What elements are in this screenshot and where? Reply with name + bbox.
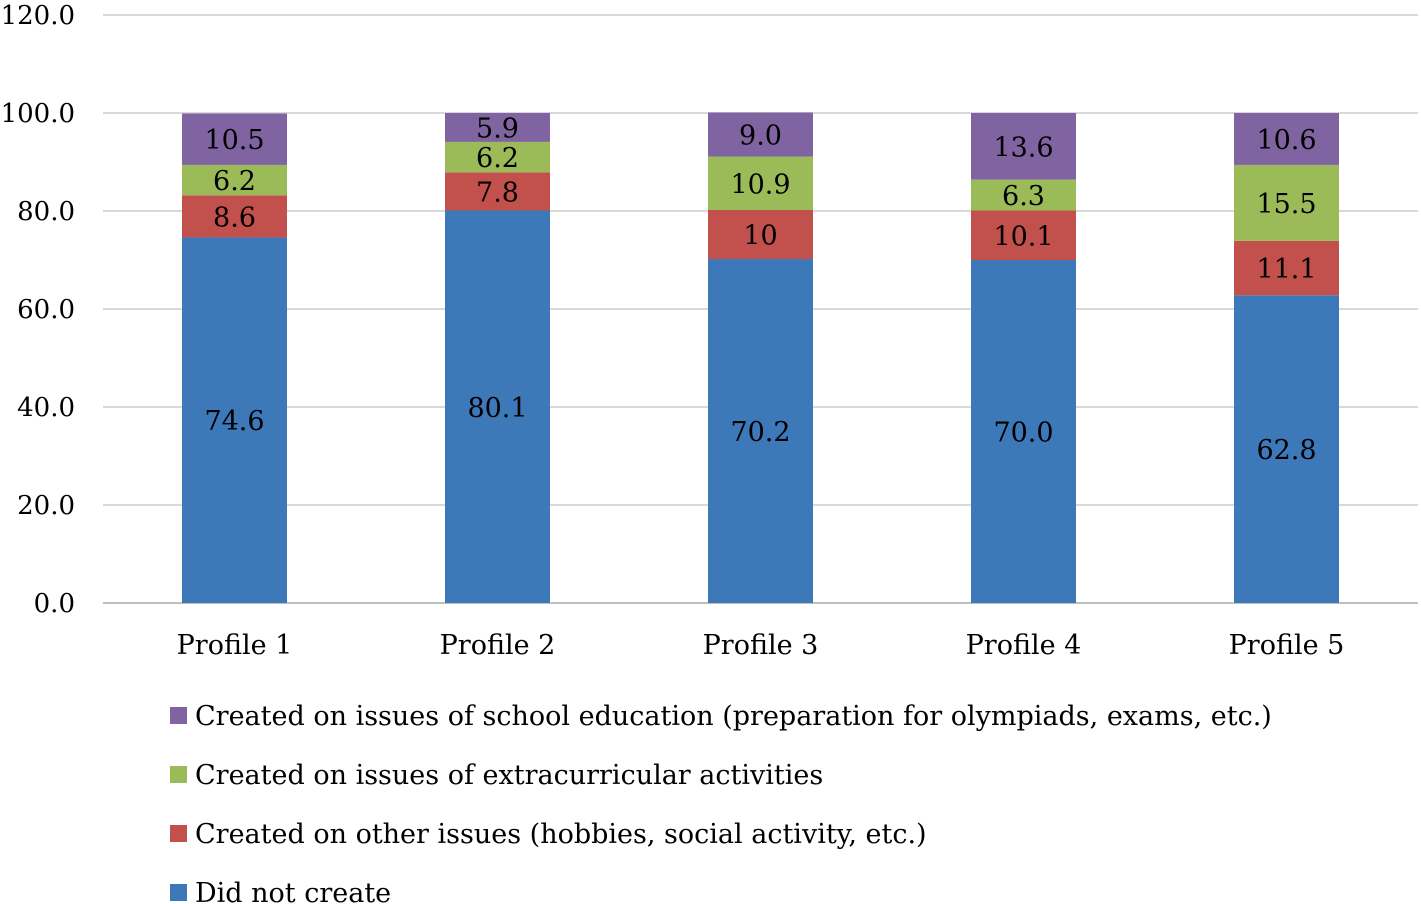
x-axis: Profile 1 Profile 2 Profile 3 Profile 4 Prof… — [177, 630, 1345, 661]
legend-entry: Created on issues of extracurricular act… — [195, 760, 823, 791]
bar-segment-profile-1-created-on-other-issues-hobbie — [182, 195, 287, 238]
bar-segment-profile-2-did-not-create — [445, 210, 550, 603]
data-label: 62.8 — [1256, 435, 1316, 466]
bar-segment-profile-2-created-on-issues-of-school-ed — [445, 113, 550, 142]
data-label: 9.0 — [739, 121, 782, 152]
data-label: 10.5 — [204, 125, 264, 156]
bar-segment-profile-1-created-on-issues-of-school-ed — [182, 113, 287, 165]
data-label: 74.6 — [204, 406, 264, 437]
bar-segment-profile-4-created-on-issues-of-school-ed — [971, 113, 1076, 180]
x-tick-label: Profile 1 — [177, 630, 293, 661]
bars — [182, 112, 1339, 603]
bar-segment-profile-5-created-on-issues-of-extracurr — [1234, 164, 1339, 241]
bar-segment-profile-1-did-not-create — [182, 237, 287, 603]
bar-segment-profile-3-created-on-other-issues-hobbie — [708, 210, 813, 260]
legend-entry: Created on other issues (hobbies, social… — [195, 819, 927, 850]
data-label: 70.0 — [993, 418, 1053, 449]
bar-segment-profile-5-did-not-create — [1234, 295, 1339, 603]
data-labels: 74.68.66.210.580.17.86.25.970.21010.99.0… — [204, 113, 1316, 466]
y-tick-label: 80.0 — [17, 197, 75, 227]
data-label: 13.6 — [993, 132, 1053, 163]
x-tick-label: Profile 5 — [1229, 630, 1345, 661]
legend-swatch — [170, 825, 187, 842]
bar-segment-profile-3-created-on-issues-of-school-ed — [708, 112, 813, 157]
data-label: 80.1 — [467, 393, 527, 424]
y-tick-label: 20.0 — [17, 491, 75, 521]
data-label: 6.2 — [476, 143, 519, 174]
data-label: 70.2 — [730, 417, 790, 448]
bar-segment-profile-3-created-on-issues-of-extracurr — [708, 156, 813, 211]
data-label: 10.9 — [730, 169, 790, 200]
y-tick-label: 100.0 — [1, 99, 75, 129]
data-label: 5.9 — [476, 113, 519, 144]
data-label: 10.6 — [1256, 125, 1316, 156]
bar-segment-profile-2-created-on-other-issues-hobbie — [445, 172, 550, 211]
y-tick-label: 40.0 — [17, 393, 75, 423]
bar-segment-profile-3-did-not-create — [708, 259, 813, 603]
bar-segment-profile-1-created-on-issues-of-extracurr — [182, 164, 287, 196]
bar-segment-profile-2-created-on-issues-of-extracurr — [445, 141, 550, 173]
bar-segment-profile-4-created-on-issues-of-extracurr — [971, 179, 1076, 211]
bar-segment-profile-5-created-on-other-issues-hobbie — [1234, 240, 1339, 296]
data-label: 6.2 — [213, 166, 256, 197]
legend-swatch — [170, 884, 187, 901]
legend-entry: Created on issues of school education (p… — [195, 701, 1272, 732]
y-axis-ticks: 0.0 20.0 40.0 60.0 80.0 100.0 120.0 — [1, 1, 75, 619]
x-tick-label: Profile 4 — [966, 630, 1082, 661]
legend-swatch — [170, 766, 187, 783]
bar-segment-profile-4-did-not-create — [971, 260, 1076, 603]
legend: Created on issues of school education (p… — [170, 701, 1272, 904]
x-tick-label: Profile 2 — [440, 630, 556, 661]
y-tick-label: 60.0 — [17, 295, 75, 325]
bar-segment-profile-5-created-on-issues-of-school-ed — [1234, 113, 1339, 165]
data-label: 10 — [743, 221, 777, 252]
legend-entry: Did not create — [195, 878, 391, 904]
data-label: 6.3 — [1002, 181, 1045, 212]
y-tick-label: 0.0 — [34, 589, 75, 619]
data-label: 8.6 — [213, 202, 256, 233]
data-label: 15.5 — [1256, 189, 1316, 220]
bar-segment-profile-4-created-on-other-issues-hobbie — [971, 210, 1076, 260]
x-tick-label: Profile 3 — [703, 630, 819, 661]
y-tick-label: 120.0 — [1, 1, 75, 31]
data-label: 10.1 — [993, 221, 1053, 252]
data-label: 11.1 — [1256, 254, 1316, 285]
legend-swatch — [170, 707, 187, 724]
data-label: 7.8 — [476, 177, 519, 208]
